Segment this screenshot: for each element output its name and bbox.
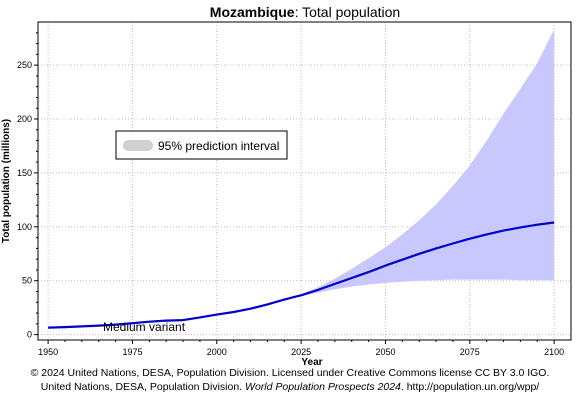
x-tick-label: 1950 [38,347,58,357]
footer-citation-prefix: United Nations, DESA, Population Divisio… [40,381,246,393]
ticks: 1950 1975 2000 2025 2050 2075 2100 0 50 100 150 200… [17,32,564,357]
y-tick-label: 200 [17,114,32,124]
y-tick-label: 100 [17,222,32,232]
chart-title-rest: : Total population [295,4,401,20]
footer-citation-suffix: . http://population.un.org/wpp/ [400,381,540,393]
prediction-interval-layer [294,29,555,297]
legend-label: 95% prediction interval [158,139,279,153]
legend-swatch [123,140,153,151]
x-tick-label: 1975 [122,347,142,357]
chart-title-country: Mozambique [210,4,295,20]
medium-variant-line [48,221,555,329]
footer-citation-title: World Population Prospects 2024 [245,381,401,393]
x-tick-label: 2075 [460,347,480,357]
prediction-interval-band [294,29,555,297]
y-tick-label: 50 [22,276,32,286]
footer-citation: United Nations, DESA, Population Divisio… [0,380,580,394]
x-axis-title: Year [301,357,322,368]
x-tick-label: 2100 [544,347,564,357]
line-layer [48,221,555,329]
y-tick-label: 0 [27,330,32,340]
y-tick-label: 250 [17,60,32,70]
x-tick-label: 2000 [207,347,227,357]
medium-variant-label: Medium variant [103,320,186,334]
chart-title: Mozambique: Total population [210,4,400,20]
y-axis-title: Total population (millions) [1,119,12,243]
x-tick-label: 2025 [291,347,311,357]
x-tick-label: 2050 [375,347,395,357]
plot-frame [37,21,572,341]
footer-copyright: © 2024 United Nations, DESA, Population … [30,367,550,379]
y-tick-label: 150 [17,168,32,178]
legend: 95% prediction interval [115,130,288,160]
